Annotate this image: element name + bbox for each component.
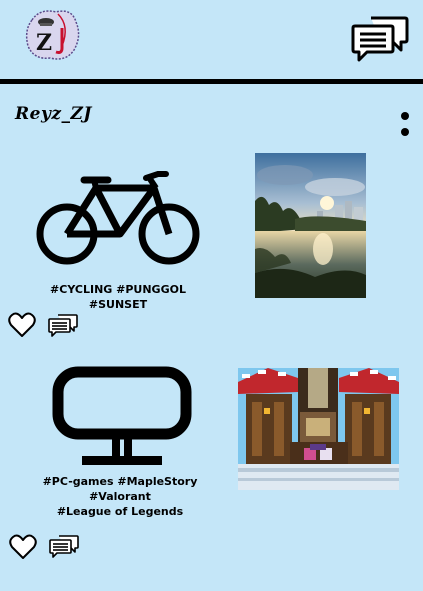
heart-outline-icon[interactable] xyxy=(9,534,37,560)
chat-bubbles-icon[interactable] xyxy=(351,16,409,62)
username[interactable]: Reyz_ZJ xyxy=(15,104,92,124)
chat-bubbles-icon[interactable] xyxy=(48,314,78,338)
chat-bubbles-icon[interactable] xyxy=(49,535,79,559)
header-divider xyxy=(0,79,423,84)
heart-outline-icon[interactable] xyxy=(8,312,36,338)
app-header: Z xyxy=(0,0,423,80)
post-tags: #PC-games #MapleStory #Valorant #League … xyxy=(14,474,226,519)
bicycle-icon xyxy=(36,170,200,270)
post-tags: #CYCLING #PUNGGOL #SUNSET xyxy=(50,283,186,311)
monitor-icon xyxy=(52,366,192,466)
post-tags-line-2: #League of Legends xyxy=(56,505,184,518)
sunset-river-photo[interactable] xyxy=(255,153,366,298)
kebab-menu-icon[interactable] xyxy=(398,110,412,138)
post-tags-line-1: #PC-games #MapleStory #Valorant xyxy=(42,475,198,503)
svg-text:Z: Z xyxy=(36,30,52,56)
pixel-game-scene[interactable] xyxy=(238,368,399,490)
zj-logo-icon[interactable]: Z xyxy=(22,6,82,64)
